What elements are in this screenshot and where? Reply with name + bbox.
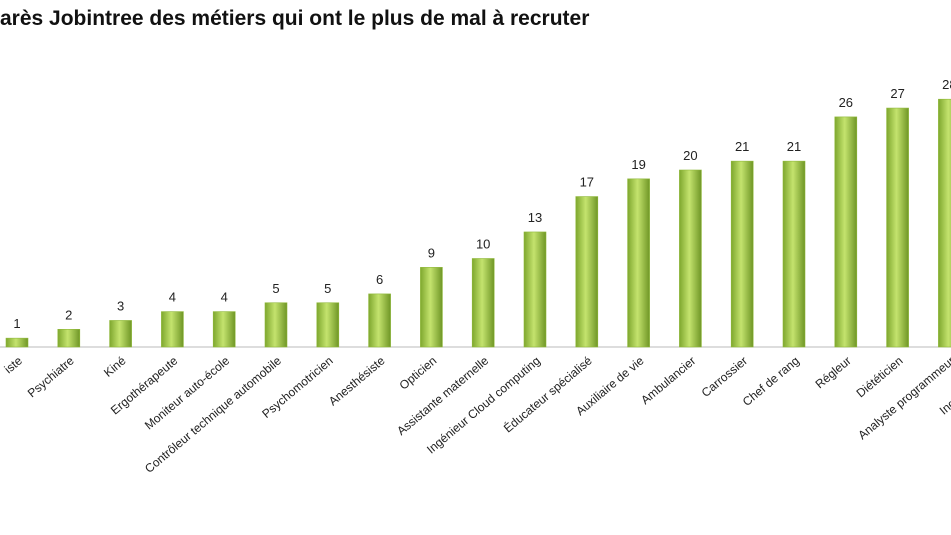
value-label: 2 bbox=[65, 307, 72, 322]
value-label: 28 bbox=[942, 77, 951, 92]
bar bbox=[368, 293, 391, 348]
bar bbox=[575, 196, 599, 348]
value-label: 5 bbox=[272, 281, 279, 296]
bar bbox=[57, 328, 81, 348]
value-label: 3 bbox=[117, 298, 124, 313]
value-label: 4 bbox=[221, 290, 228, 305]
bar bbox=[212, 311, 236, 348]
x-tick-label: Analyste programmeur bbox=[855, 354, 951, 443]
bar bbox=[109, 320, 132, 348]
value-label: 13 bbox=[528, 210, 542, 225]
value-label: 21 bbox=[787, 139, 801, 154]
bar bbox=[730, 160, 754, 348]
value-label: 9 bbox=[428, 245, 435, 260]
bar bbox=[523, 231, 547, 348]
x-tick-label: Éducateur spécialisé bbox=[500, 353, 595, 436]
bar bbox=[886, 107, 909, 348]
x-tick-label: Assistante maternelle bbox=[394, 353, 491, 438]
x-tick-label: Carrossier bbox=[699, 354, 750, 400]
bar bbox=[627, 178, 650, 348]
x-tick-label: iste bbox=[2, 353, 26, 376]
value-label: 1 bbox=[13, 316, 20, 331]
x-tick-label: Psychiatre bbox=[25, 353, 77, 400]
value-label: 26 bbox=[839, 95, 853, 110]
x-tick-label: Régleur bbox=[813, 354, 854, 392]
value-label: 10 bbox=[476, 237, 490, 252]
x-tick-label: Ambulancier bbox=[638, 354, 698, 408]
bar bbox=[420, 267, 443, 348]
bar bbox=[264, 302, 288, 348]
bar bbox=[471, 258, 495, 348]
x-tick-label: Kiné bbox=[101, 353, 129, 379]
bar bbox=[5, 337, 29, 348]
bar bbox=[679, 169, 702, 348]
x-tick-label: Chef de rang bbox=[740, 354, 802, 409]
value-label: 17 bbox=[580, 175, 594, 190]
bar bbox=[834, 116, 858, 348]
x-tick-label: Anesthésiste bbox=[326, 353, 388, 408]
bar bbox=[938, 98, 951, 348]
value-label: 4 bbox=[169, 290, 176, 305]
value-label: 21 bbox=[735, 139, 749, 154]
value-label: 27 bbox=[890, 86, 904, 101]
value-label: 5 bbox=[324, 281, 331, 296]
chart-title: arès Jobintree des métiers qui ont le pl… bbox=[0, 7, 589, 30]
x-tick-label: Moniteur auto-école bbox=[142, 353, 232, 432]
value-label: 20 bbox=[683, 148, 697, 163]
value-label: 19 bbox=[631, 157, 645, 172]
x-tick-label: Opticien bbox=[397, 354, 440, 393]
bar bbox=[161, 311, 184, 348]
bar bbox=[782, 160, 806, 348]
bar bbox=[316, 302, 340, 348]
value-label: 6 bbox=[376, 272, 383, 287]
x-tick-label: Diététicien bbox=[854, 354, 906, 401]
